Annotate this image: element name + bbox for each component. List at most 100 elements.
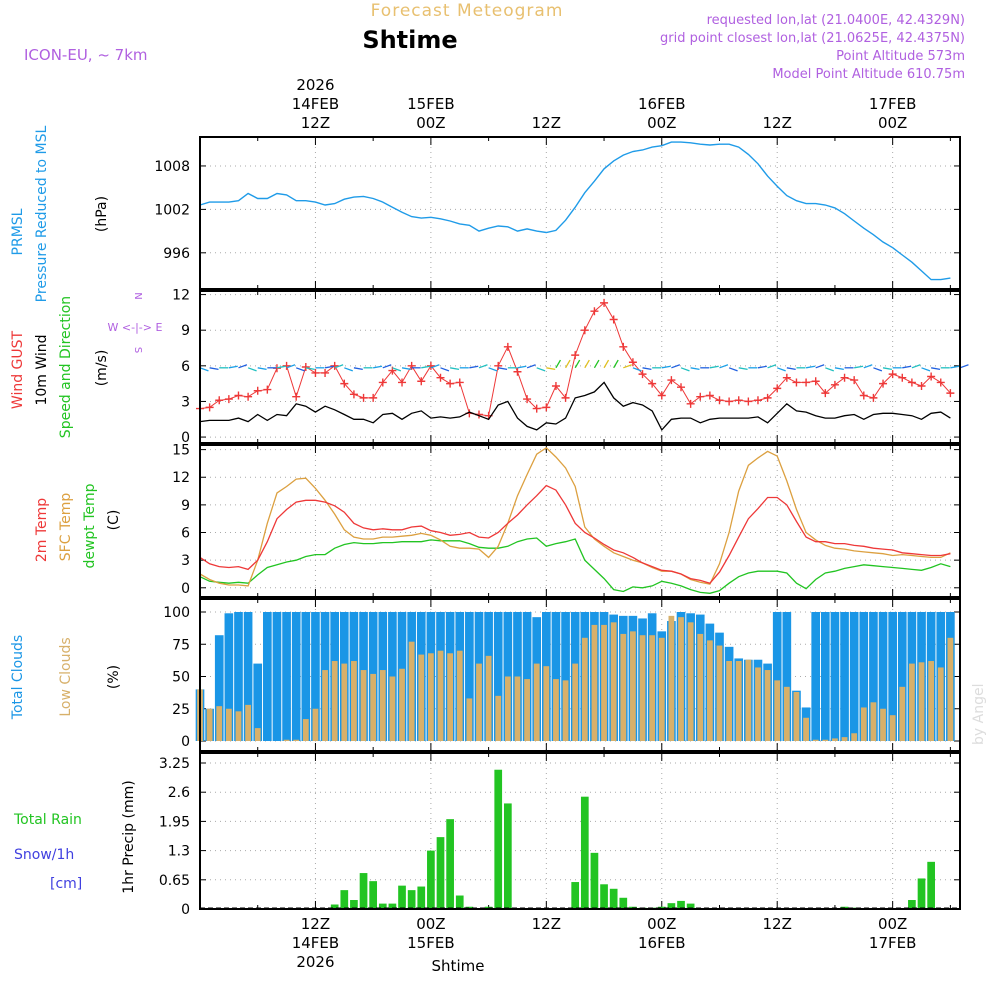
wind-direction-arrow xyxy=(209,367,219,371)
total-cloud-bar xyxy=(811,612,821,741)
rain-bar xyxy=(927,861,935,909)
y-tick-label: 3 xyxy=(181,394,190,410)
low-cloud-bar xyxy=(553,679,559,741)
precip-panel: Total Rain Snow/1h [cm] 1hr Precip (mm) … xyxy=(13,752,961,918)
wind-gust-label: Wind GUST xyxy=(10,330,26,409)
wind-compass-we: W <-|-> E xyxy=(108,321,163,334)
low-cloud-bar xyxy=(793,691,800,741)
rain-bar xyxy=(677,900,685,909)
low-cloud-bar xyxy=(370,673,377,741)
low-cloud-bar xyxy=(918,662,925,741)
y-tick-label: 3.25 xyxy=(159,756,190,772)
wind-compass-n: N xyxy=(132,292,143,299)
low-cloud-bar xyxy=(312,708,319,741)
temp-sfc-label: SFC Temp xyxy=(58,493,74,562)
wind-direction-arrow xyxy=(931,367,941,371)
total-cloud-bar xyxy=(522,612,532,741)
low-cloud-bar xyxy=(880,708,886,741)
gust-marker xyxy=(753,396,762,405)
low-cloud-bar xyxy=(841,737,848,741)
wind-direction-arrow xyxy=(382,364,392,369)
gust-marker xyxy=(657,391,666,400)
rain-bar xyxy=(330,904,339,909)
wind-direction-arrow xyxy=(344,367,353,372)
wind-direction-arrow xyxy=(690,367,700,371)
wind-direction-arrow xyxy=(921,367,931,372)
gust-marker xyxy=(359,393,368,402)
gust-marker xyxy=(340,379,349,388)
low-cloud-bar xyxy=(803,717,809,741)
gust-marker xyxy=(253,386,262,395)
rain-bar xyxy=(427,850,435,909)
total-cloud-bar xyxy=(272,612,282,741)
low-cloud-bar xyxy=(254,728,261,741)
wind-direction-arrow xyxy=(546,367,556,371)
y-tick-label: 15 xyxy=(172,443,190,459)
gust-marker xyxy=(715,396,724,405)
wind-direction-arrow xyxy=(238,364,248,369)
wind-direction-arrow xyxy=(728,367,738,372)
y-tick-label: 50 xyxy=(172,670,190,686)
rain-bar xyxy=(657,906,666,909)
gust-marker xyxy=(436,373,445,382)
gust-marker xyxy=(725,397,734,406)
gust-marker xyxy=(426,361,435,370)
gust-marker xyxy=(686,399,695,408)
total-clouds-label: Total Clouds xyxy=(10,635,26,720)
low-cloud-bar xyxy=(668,615,675,741)
total-cloud-bar xyxy=(263,612,272,741)
panel-border xyxy=(199,290,961,444)
snow-unit-label: [cm] xyxy=(50,876,82,892)
y-tick-label: 12 xyxy=(172,470,190,486)
wind-direction-arrow xyxy=(257,367,267,371)
wind-direction-arrow xyxy=(911,364,921,369)
total-cloud-bar xyxy=(224,613,234,741)
low-cloud-bar xyxy=(591,624,598,741)
wind-plot: 0 3 6 9 12 xyxy=(172,288,969,446)
wind-direction-arrow xyxy=(632,367,642,372)
wind-direction-arrow xyxy=(555,359,562,369)
wind-direction-arrow xyxy=(305,367,315,371)
gust-marker xyxy=(330,361,339,370)
wind-direction-arrow xyxy=(854,365,864,369)
wind-panel: Wind GUST 10m Wind Speed and Direction (… xyxy=(10,288,969,446)
time-tick-label: 14FEB xyxy=(292,95,339,113)
low-cloud-bar xyxy=(764,670,771,741)
wind-direction-arrow xyxy=(776,367,786,372)
rain-bar xyxy=(580,796,589,909)
gust-marker xyxy=(494,361,503,370)
wind-direction-arrow xyxy=(392,367,402,372)
rain-bar xyxy=(590,852,599,909)
wind-direction-arrow xyxy=(228,365,238,369)
low-cloud-bar xyxy=(601,624,607,741)
pressure-line xyxy=(199,141,951,281)
gust-marker xyxy=(696,392,705,401)
gust-marker xyxy=(830,380,839,389)
gust-marker xyxy=(292,392,301,401)
gust-marker xyxy=(224,395,233,404)
rain-bar xyxy=(388,903,397,909)
temperature-panel: 2m Temp SFC Temp dewpt Temp (C) 0 3 6 9 12 15 xyxy=(34,443,961,598)
gust-marker xyxy=(407,361,416,370)
gust-marker xyxy=(888,370,897,379)
gust-marker xyxy=(571,351,580,360)
total-cloud-bar xyxy=(301,612,311,741)
gust-marker xyxy=(744,397,753,406)
wind-direction-arrow xyxy=(671,364,681,369)
low-cloud-bar xyxy=(331,661,338,741)
low-cloud-bar xyxy=(832,738,838,741)
low-cloud-bar xyxy=(687,622,694,741)
low-cloud-bar xyxy=(206,708,213,741)
total-cloud-bar xyxy=(869,612,878,741)
gust-marker xyxy=(244,392,253,401)
low-cloud-bar xyxy=(341,663,348,741)
wind-direction-arrow xyxy=(430,364,440,369)
time-tick-label: 00Z xyxy=(878,915,907,933)
requested-lonlat: requested lon,lat (21.0400E, 42.4329N) xyxy=(707,13,965,28)
rain-bar xyxy=(600,884,608,909)
total-cloud-bar xyxy=(878,612,888,741)
low-cloud-bar xyxy=(524,679,530,741)
low-clouds-label: Low Clouds xyxy=(58,637,74,716)
model-label: ICON-EU, ~ 7km xyxy=(24,46,148,64)
